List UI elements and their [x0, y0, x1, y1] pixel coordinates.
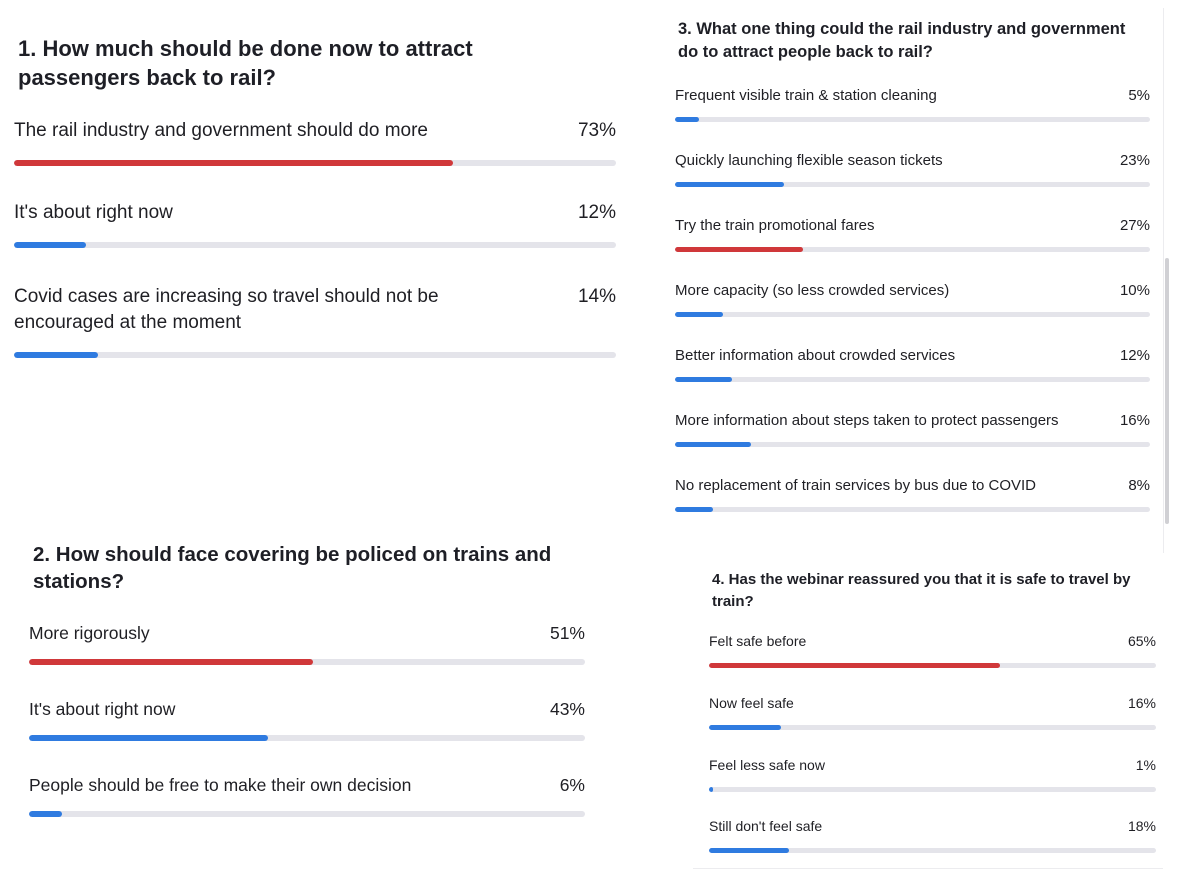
poll-option-bar — [29, 735, 269, 741]
poll-option-bar — [709, 787, 714, 792]
poll-option-label: More information about steps taken to pr… — [675, 412, 1059, 429]
poll-option-percent: 1% — [1135, 757, 1156, 773]
poll-option-bar — [675, 442, 751, 447]
poll-option-label: Frequent visible train & station cleanin… — [675, 87, 937, 104]
poll-option-bar — [14, 352, 99, 358]
poll-option-bar — [14, 242, 87, 248]
poll-option-percent: 65% — [1127, 633, 1156, 649]
poll-option-percent: 14% — [577, 286, 616, 307]
poll-option: It's about right now 43% — [29, 697, 585, 743]
poll-option: Try the train promotional fares 27% — [675, 216, 1150, 255]
poll-option-bar — [675, 507, 713, 512]
poll-option-percent: 6% — [559, 775, 585, 795]
poll-option: Now feel safe 16% — [709, 694, 1156, 733]
poll-option-label: Covid cases are increasing so travel sho… — [14, 286, 439, 333]
poll-option: Covid cases are increasing so travel sho… — [14, 284, 616, 360]
poll-option-bar — [709, 725, 781, 730]
poll-option: The rail industry and government should … — [14, 118, 616, 168]
poll-option-label: People should be free to make their own … — [29, 775, 412, 795]
poll-option-label: It's about right now — [29, 699, 176, 719]
poll-option-percent: 16% — [1127, 695, 1156, 711]
poll-option-bar — [29, 659, 313, 665]
poll-option-track — [14, 242, 616, 248]
poll-option-bar — [675, 117, 699, 122]
poll-option-track — [675, 247, 1150, 252]
poll-option-percent: 12% — [1119, 347, 1150, 364]
poll-option: More rigorously 51% — [29, 621, 585, 667]
poll-option-label: More rigorously — [29, 623, 150, 643]
poll-option-track — [675, 117, 1150, 122]
poll-option-percent: 10% — [1119, 282, 1150, 299]
poll-option-track — [709, 787, 1156, 792]
poll-option-label: More capacity (so less crowded services) — [675, 282, 950, 299]
poll-option-percent: 12% — [577, 202, 616, 223]
poll-option-label: The rail industry and government should … — [14, 120, 429, 141]
poll-option-label: It's about right now — [14, 202, 173, 223]
poll-option: Quickly launching flexible season ticket… — [675, 151, 1150, 190]
poll-option-bar — [675, 312, 723, 317]
poll-option-track — [675, 377, 1150, 382]
poll-option-label: No replacement of train services by bus … — [675, 477, 1036, 494]
poll-option-track — [14, 352, 616, 358]
poll-option-percent: 16% — [1119, 412, 1150, 429]
poll-option-track — [14, 160, 616, 166]
poll-option-percent: 51% — [549, 623, 585, 643]
poll-option-bar — [709, 848, 790, 853]
poll-option-percent: 43% — [549, 699, 585, 719]
poll-option-label: Feel less safe now — [709, 757, 825, 773]
poll-option-label: Better information about crowded service… — [675, 347, 956, 364]
poll-option-track — [675, 442, 1150, 447]
poll-option-track — [709, 663, 1156, 668]
poll-option-track — [709, 725, 1156, 730]
poll-option: Feel less safe now 1% — [709, 756, 1156, 795]
poll-option: More capacity (so less crowded services)… — [675, 281, 1150, 320]
poll-option-percent: 27% — [1119, 217, 1150, 234]
poll-option-label: Try the train promotional fares — [675, 217, 875, 234]
poll-option-track — [29, 811, 585, 817]
poll-option-track — [29, 659, 585, 665]
poll-option-label: Still don't feel safe — [709, 818, 823, 834]
scrollbar[interactable] — [1165, 258, 1169, 524]
poll-option-label: Felt safe before — [709, 633, 807, 649]
poll-option-bar — [675, 377, 732, 382]
poll-option-track — [709, 848, 1156, 853]
poll-option-bar — [675, 247, 804, 252]
poll-option-percent: 18% — [1127, 818, 1156, 834]
poll-option-track — [29, 735, 585, 741]
poll-title: 3. What one thing could the rail industr… — [678, 20, 1126, 61]
poll-option-track — [675, 507, 1150, 512]
poll-title: 1. How much should be done now to attrac… — [18, 36, 473, 90]
poll-option: No replacement of train services by bus … — [675, 476, 1150, 515]
poll-option: More information about steps taken to pr… — [675, 411, 1150, 450]
poll-option-bar — [675, 182, 785, 187]
poll-option-percent: 8% — [1128, 477, 1150, 494]
poll-title: 2. How should face covering be policed o… — [33, 543, 552, 593]
poll-option-label: Quickly launching flexible season ticket… — [675, 152, 943, 169]
poll-option: Frequent visible train & station cleanin… — [675, 86, 1150, 125]
panel-divider — [693, 868, 1163, 869]
poll-option-bar — [29, 811, 63, 817]
poll-option-bar — [14, 160, 454, 166]
poll-option: Felt safe before 65% — [709, 632, 1156, 671]
poll-option: People should be free to make their own … — [29, 773, 585, 819]
poll-option-bar — [709, 663, 1000, 668]
panel-divider — [1163, 8, 1164, 553]
poll-title: 4. Has the webinar reassured you that it… — [712, 571, 1131, 610]
poll-option-percent: 5% — [1128, 87, 1150, 104]
poll-option-track — [675, 312, 1150, 317]
poll-option: Still don't feel safe 18% — [709, 817, 1156, 856]
poll-option-percent: 73% — [577, 120, 616, 141]
poll-option: Better information about crowded service… — [675, 346, 1150, 385]
poll-option-percent: 23% — [1119, 152, 1150, 169]
poll-option-label: Now feel safe — [709, 695, 794, 711]
poll-option-track — [675, 182, 1150, 187]
poll-option: It's about right now 12% — [14, 200, 616, 250]
